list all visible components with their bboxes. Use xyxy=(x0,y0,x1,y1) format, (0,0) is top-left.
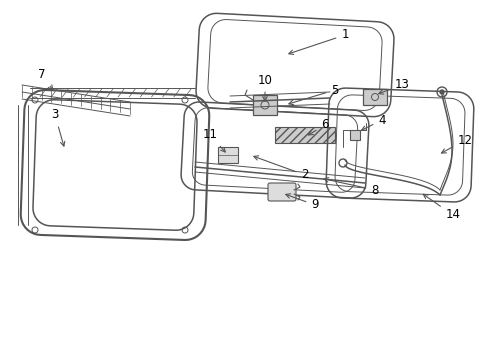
Text: 5: 5 xyxy=(289,84,339,105)
FancyBboxPatch shape xyxy=(268,183,296,201)
Text: 4: 4 xyxy=(362,113,386,130)
Text: 8: 8 xyxy=(324,177,379,197)
Polygon shape xyxy=(218,147,238,163)
Text: 6: 6 xyxy=(308,118,329,135)
Circle shape xyxy=(440,90,444,94)
Text: 10: 10 xyxy=(258,73,272,101)
Text: 12: 12 xyxy=(441,134,472,153)
Polygon shape xyxy=(350,130,360,140)
Text: 11: 11 xyxy=(202,129,225,152)
Text: 14: 14 xyxy=(423,194,461,221)
Text: 9: 9 xyxy=(286,194,319,211)
Text: 2: 2 xyxy=(254,156,309,181)
Polygon shape xyxy=(275,127,335,143)
Text: 3: 3 xyxy=(51,108,65,146)
Text: 13: 13 xyxy=(379,78,410,94)
Text: 7: 7 xyxy=(38,68,52,90)
Polygon shape xyxy=(253,95,277,115)
Text: 1: 1 xyxy=(289,28,349,54)
Polygon shape xyxy=(363,89,387,105)
